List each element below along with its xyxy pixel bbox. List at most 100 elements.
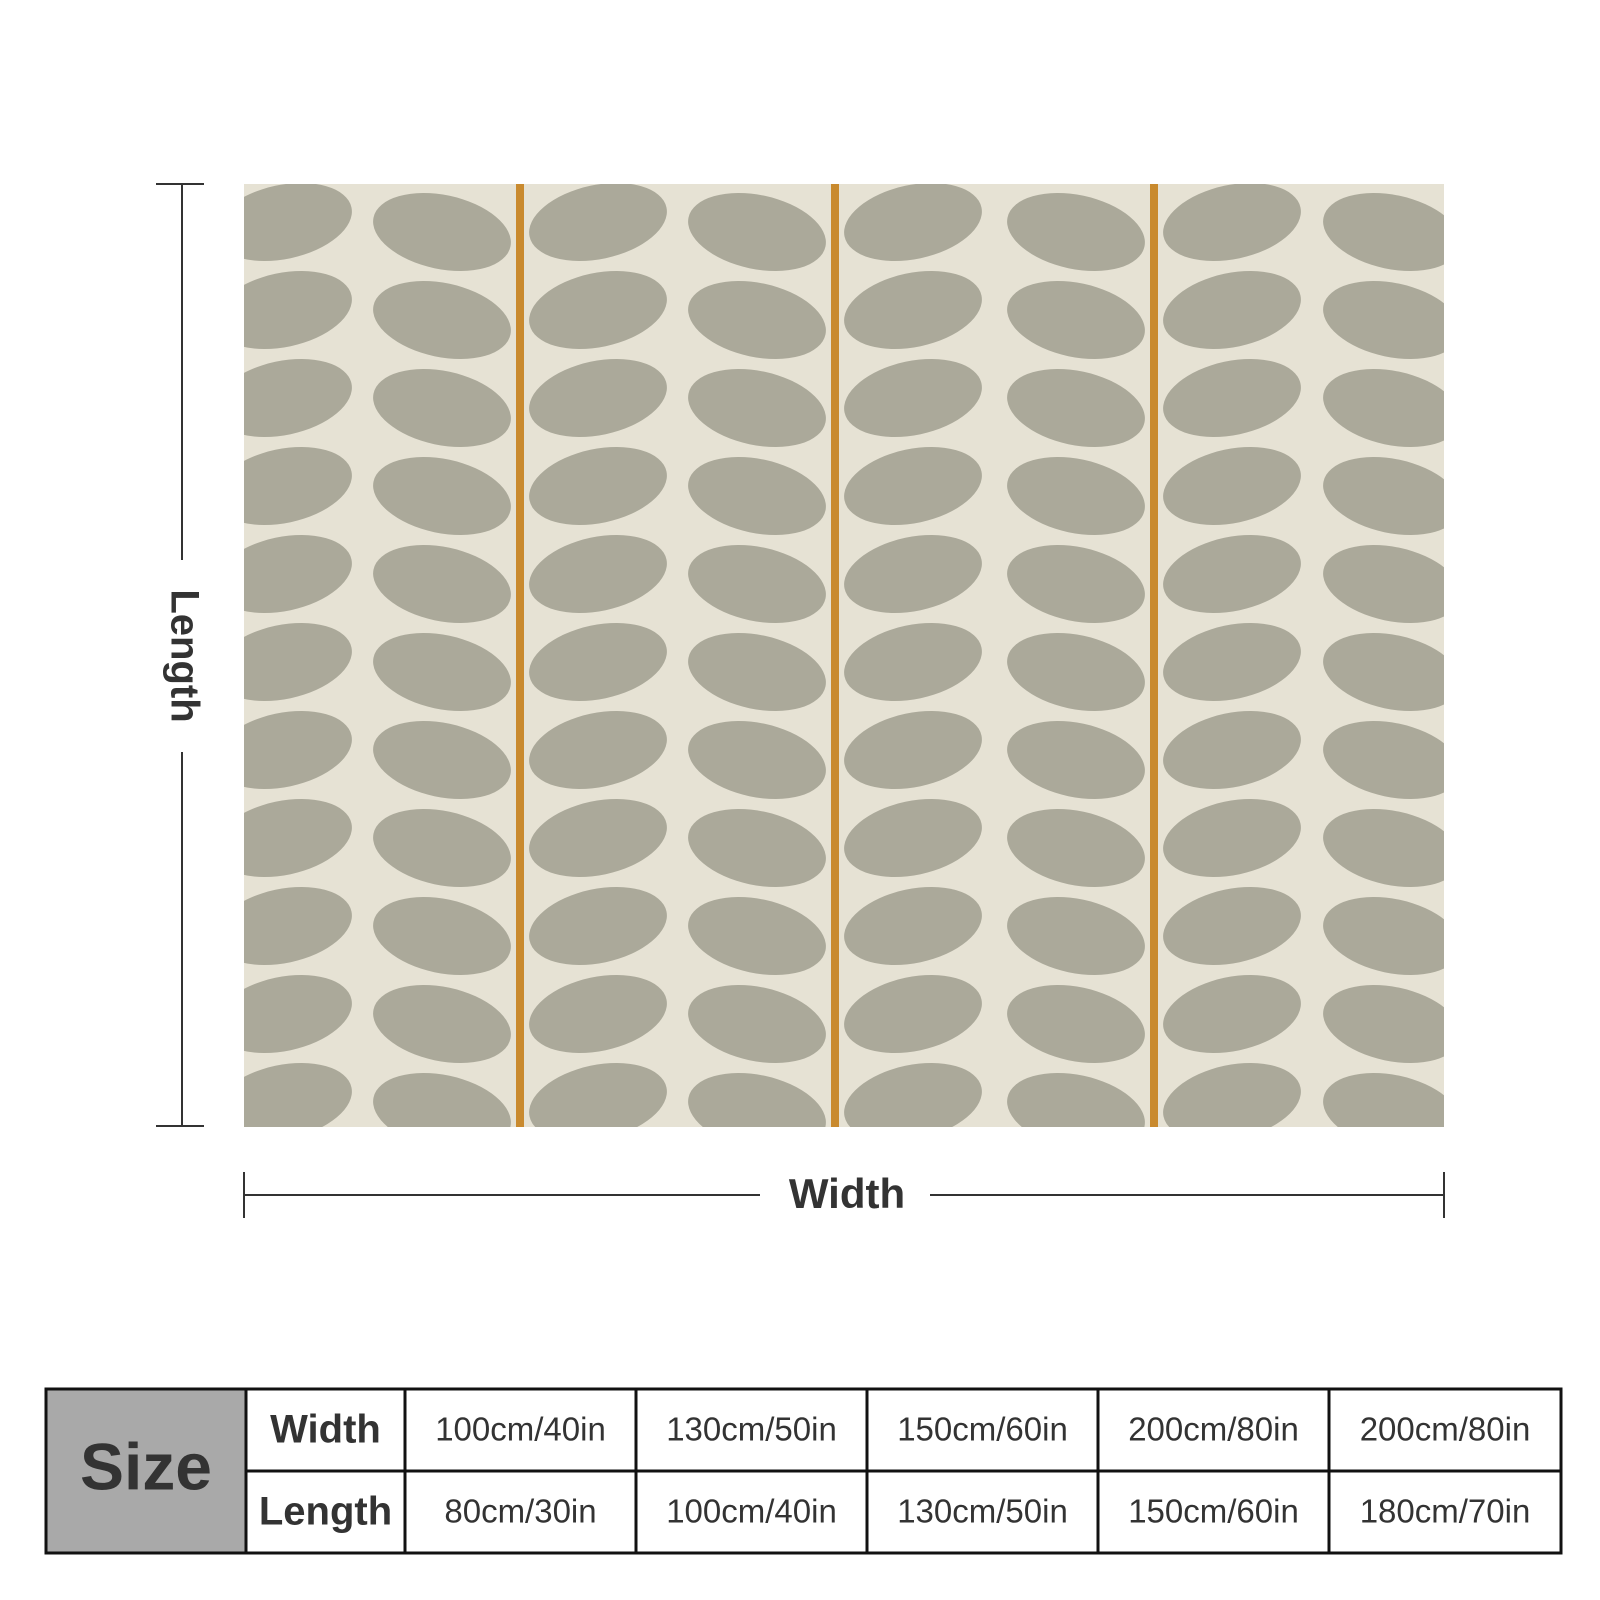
- leaf: [207, 1139, 359, 1240]
- leaf: [1472, 347, 1600, 448]
- leaf: [529, 710, 667, 790]
- leaf: [51, 181, 203, 282]
- leaf: [529, 270, 667, 350]
- leaf: [688, 456, 826, 536]
- leaf: [1323, 280, 1444, 360]
- leaf: [529, 446, 667, 526]
- leaf: [244, 184, 352, 262]
- leaf: [529, 622, 667, 702]
- length-label: Length: [162, 589, 206, 722]
- leaf: [844, 886, 982, 966]
- leaf: [1472, 259, 1600, 360]
- leaf: [681, 93, 833, 194]
- leaf: [1323, 808, 1444, 888]
- leaf: [844, 974, 982, 1054]
- leaf: [244, 974, 352, 1054]
- leaf: [1000, 93, 1152, 194]
- leaf: [1472, 523, 1600, 624]
- size-value: 180cm/70in: [1360, 1493, 1531, 1530]
- width-dimension: [243, 1172, 1445, 1218]
- leaf: [373, 192, 511, 272]
- leaf: [1323, 984, 1444, 1064]
- leaf: [1163, 184, 1301, 262]
- leaf: [844, 710, 982, 790]
- leaf: [244, 446, 352, 526]
- length-dimension: [156, 183, 204, 1127]
- leaf: [373, 808, 511, 888]
- stem: [831, 184, 839, 1127]
- size-value: 100cm/40in: [435, 1411, 606, 1448]
- leaf: [373, 896, 511, 976]
- leaf: [1323, 896, 1444, 976]
- leaf: [844, 798, 982, 878]
- leaf: [51, 973, 203, 1074]
- leaf: [1323, 456, 1444, 536]
- size-value: 150cm/60in: [1128, 1493, 1299, 1530]
- leaf: [373, 632, 511, 712]
- leaf: [1163, 798, 1301, 878]
- leaf: [1007, 456, 1145, 536]
- leaf: [688, 808, 826, 888]
- leaf: [844, 270, 982, 350]
- leaf: [244, 886, 352, 966]
- stem: [516, 184, 524, 1127]
- stem: [1466, 184, 1474, 1127]
- leaf: [373, 280, 511, 360]
- leaf: [688, 280, 826, 360]
- leaf: [688, 1072, 826, 1127]
- leaf: [844, 534, 982, 614]
- row-label: Width: [270, 1408, 381, 1452]
- leaf: [1163, 886, 1301, 966]
- leaf: [1472, 963, 1600, 1064]
- leaf: [1472, 83, 1600, 184]
- leaf: [1156, 1139, 1308, 1240]
- leaf: [1323, 632, 1444, 712]
- leaf: [1316, 1149, 1468, 1250]
- leaf: [1472, 435, 1600, 536]
- leaf: [373, 984, 511, 1064]
- leaf: [844, 622, 982, 702]
- size-value: 130cm/50in: [897, 1493, 1068, 1530]
- leaf: [51, 885, 203, 986]
- leaf: [529, 184, 667, 262]
- leaf: [51, 797, 203, 898]
- leaf: [1472, 787, 1600, 888]
- leaf: [837, 83, 989, 184]
- leaf: [373, 544, 511, 624]
- leaf: [51, 445, 203, 546]
- row-label: Length: [259, 1490, 392, 1534]
- leaf: [529, 974, 667, 1054]
- leaf: [1472, 875, 1600, 976]
- leaf: [1007, 368, 1145, 448]
- leaf: [844, 358, 982, 438]
- size-value: 200cm/80in: [1128, 1411, 1299, 1448]
- leaf: [1007, 896, 1145, 976]
- leaf: [688, 544, 826, 624]
- leaf: [1472, 1051, 1600, 1152]
- leaf: [244, 534, 352, 614]
- leaf: [244, 1062, 352, 1127]
- leaf-pattern: [51, 83, 1600, 1250]
- leaf: [51, 709, 203, 810]
- leaf: [51, 93, 203, 194]
- leaf: [366, 93, 518, 194]
- leaf: [522, 83, 674, 184]
- leaf: [1007, 720, 1145, 800]
- leaf: [529, 886, 667, 966]
- size-cell: [46, 1389, 246, 1553]
- size-value: 150cm/60in: [897, 1411, 1068, 1448]
- leaf: [1163, 622, 1301, 702]
- leaf: [1007, 280, 1145, 360]
- leaf: [1472, 611, 1600, 712]
- leaf: [844, 1062, 982, 1127]
- size-header: Size: [80, 1429, 212, 1503]
- leaf: [1156, 83, 1308, 184]
- leaf: [1163, 534, 1301, 614]
- leaf: [1007, 632, 1145, 712]
- size-value: 200cm/80in: [1360, 1411, 1531, 1448]
- leaf: [1007, 1072, 1145, 1127]
- leaf: [529, 1062, 667, 1127]
- leaf: [1000, 1149, 1152, 1250]
- leaf: [529, 798, 667, 878]
